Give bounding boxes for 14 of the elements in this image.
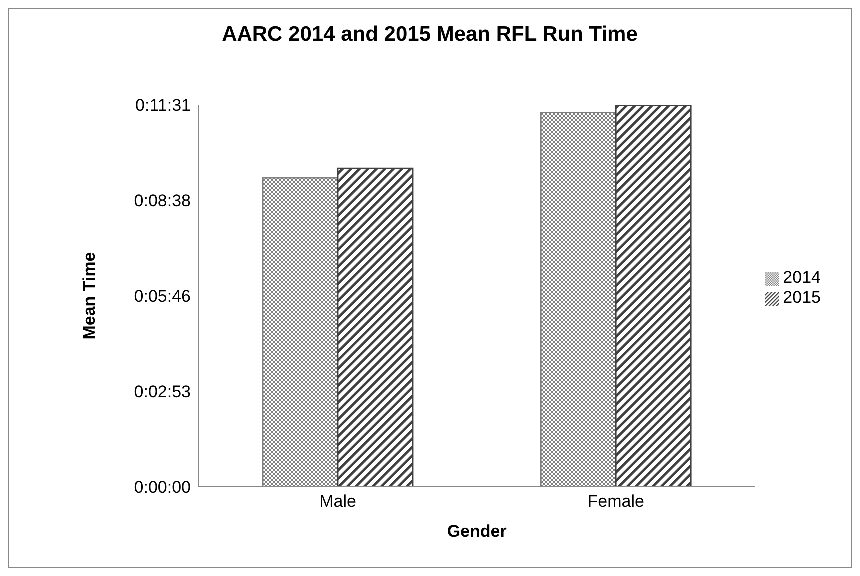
x-tick-label: Male	[320, 492, 356, 512]
x-tick-label: Female	[588, 492, 644, 512]
bar	[337, 168, 414, 487]
y-axis-title: Mean Time	[80, 252, 100, 340]
y-tick-label: 0:05:46	[134, 287, 191, 306]
y-tick-label: 0:00:00	[134, 478, 191, 498]
legend-label: 2014	[783, 268, 821, 287]
bar	[615, 105, 692, 487]
y-tick-label: 0:11:31	[136, 96, 191, 116]
x-axis-title: Gender	[447, 522, 508, 541]
chart-title: AARC 2014 and 2015 Mean RFL Run Time	[221, 23, 639, 47]
y-tick-label: 0:02:53	[134, 382, 191, 402]
legend-label: 2015	[783, 288, 821, 307]
y-tick-label: 0:08:38	[134, 192, 191, 211]
